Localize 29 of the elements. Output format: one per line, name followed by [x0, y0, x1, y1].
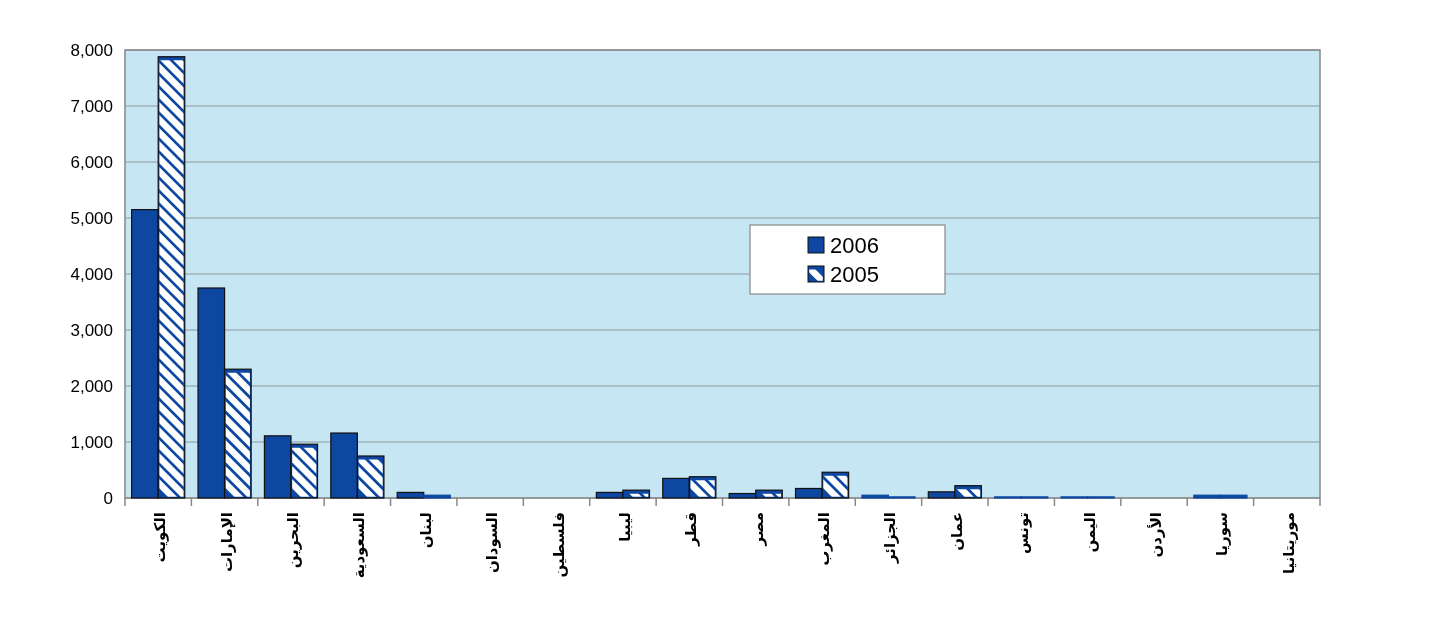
y-tick-label: 0	[103, 489, 113, 508]
x-tick-label: موريتانيا	[1279, 512, 1298, 575]
y-tick-label: 7,000	[70, 97, 113, 116]
x-tick-label: البحرين	[283, 512, 302, 569]
x-tick-label: السعودية	[350, 512, 369, 579]
x-tick-label: اليمن	[1080, 512, 1099, 553]
y-tick-label: 6,000	[70, 153, 113, 172]
y-tick-label: 2,000	[70, 377, 113, 396]
x-tick-label: سوريا	[1213, 512, 1232, 557]
x-tick-label: عمان	[947, 512, 966, 551]
x-tick-label: المغرب	[815, 512, 834, 566]
x-tick-label: قطر	[682, 512, 701, 547]
x-tick-label: لبنان	[416, 512, 435, 549]
x-tick-label: ليبيا	[615, 512, 634, 542]
y-tick-label: 8,000	[70, 41, 113, 60]
y-tick-label: 3,000	[70, 321, 113, 340]
y-tick-label: 4,000	[70, 265, 113, 284]
y-tick-label: 1,000	[70, 433, 113, 452]
y-tick-label: 5,000	[70, 209, 113, 228]
x-tick-label: مصر	[748, 512, 767, 547]
x-tick-label: الإمارات	[217, 512, 236, 573]
legend-label: 2005	[830, 262, 879, 287]
x-tick-label: الجزائر	[881, 512, 900, 565]
x-tick-label: السودان	[483, 512, 502, 574]
x-tick-label: فلسطين	[549, 512, 568, 578]
legend-label: 2006	[830, 233, 879, 258]
x-tick-label: تونس	[1014, 512, 1033, 554]
x-tick-label: الأردن	[1147, 512, 1166, 558]
x-tick-label: الكويت	[151, 512, 170, 563]
